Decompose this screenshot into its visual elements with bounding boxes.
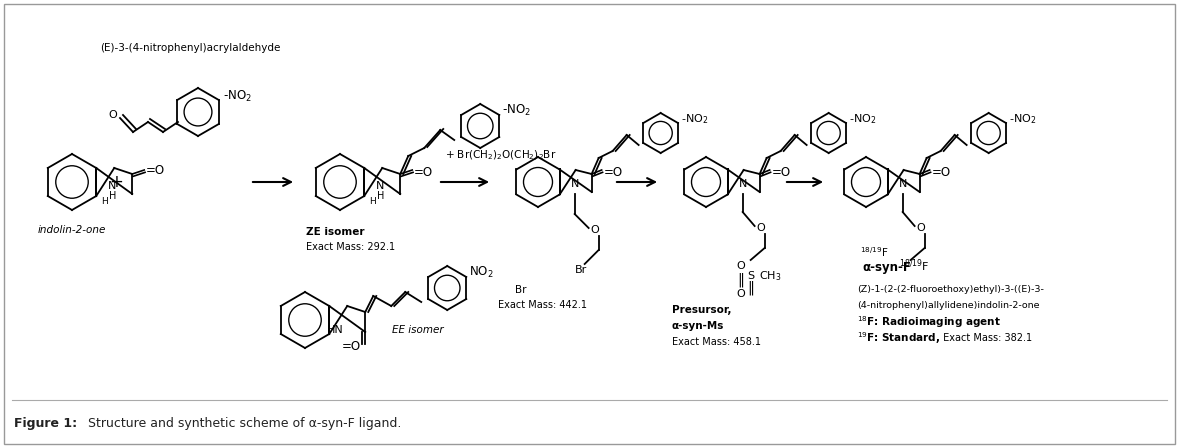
Text: =O: =O	[146, 164, 165, 177]
Text: (E)-3-(4-nitrophenyl)acrylaldehyde: (E)-3-(4-nitrophenyl)acrylaldehyde	[100, 43, 281, 53]
Text: -NO$_2$: -NO$_2$	[680, 112, 707, 126]
Text: =O: =O	[604, 165, 623, 178]
Text: -NO$_2$: -NO$_2$	[1009, 112, 1036, 126]
Text: H: H	[376, 191, 384, 201]
Text: CH$_3$: CH$_3$	[758, 269, 782, 283]
Text: N: N	[571, 179, 579, 189]
Text: ZE isomer: ZE isomer	[307, 227, 364, 237]
Text: N: N	[898, 179, 907, 189]
Text: N: N	[108, 181, 117, 191]
Text: O: O	[736, 289, 745, 299]
Text: Br: Br	[574, 265, 587, 275]
Text: O: O	[108, 110, 118, 120]
Text: (Z)-1-(2-(2-fluoroethoxy)ethyl)-3-((E)-3-: (Z)-1-(2-(2-fluoroethoxy)ethyl)-3-((E)-3…	[857, 285, 1043, 294]
Text: O: O	[736, 261, 745, 271]
Text: O: O	[591, 225, 599, 235]
Text: -NO$_2$: -NO$_2$	[849, 112, 876, 126]
Text: Presursor,: Presursor,	[672, 305, 731, 315]
Text: $^{18}$F: Radioimaging agent: $^{18}$F: Radioimaging agent	[857, 314, 1001, 330]
Text: indolin-2-one: indolin-2-one	[38, 225, 106, 235]
Text: N: N	[738, 179, 746, 189]
Text: S: S	[747, 271, 755, 281]
Text: Exact Mass: 458.1: Exact Mass: 458.1	[672, 337, 760, 347]
Text: +: +	[110, 173, 123, 191]
Text: O: O	[757, 223, 765, 233]
Text: =O: =O	[931, 165, 950, 178]
Text: -NO$_2$: -NO$_2$	[223, 88, 252, 103]
Text: =O: =O	[342, 340, 361, 353]
Text: H: H	[101, 198, 107, 207]
Text: =O: =O	[771, 165, 791, 178]
Text: EE isomer: EE isomer	[391, 325, 443, 335]
Text: Structure and synthetic scheme of α-syn-F ligand.: Structure and synthetic scheme of α-syn-…	[84, 418, 401, 431]
Text: (4-nitrophenyl)allylidene)indolin-2-one: (4-nitrophenyl)allylidene)indolin-2-one	[857, 301, 1040, 310]
Text: -NO$_2$: -NO$_2$	[502, 103, 531, 117]
Text: $^{19}$F: Standard,: $^{19}$F: Standard,	[857, 330, 940, 346]
Text: HN: HN	[327, 325, 343, 335]
Text: α-syn-Ms: α-syn-Ms	[672, 321, 724, 331]
Text: + Br(CH$_2$)$_2$O(CH$_2$)$_2$Br: + Br(CH$_2$)$_2$O(CH$_2$)$_2$Br	[444, 148, 556, 162]
Text: N: N	[376, 181, 384, 191]
Text: $^{18/19}$F: $^{18/19}$F	[898, 258, 929, 274]
Text: Figure 1:: Figure 1:	[14, 418, 77, 431]
Text: ‖: ‖	[747, 281, 755, 295]
Text: H: H	[108, 191, 116, 201]
Text: Br: Br	[515, 285, 527, 295]
Text: NO$_2$: NO$_2$	[469, 264, 494, 280]
Text: O: O	[916, 223, 926, 233]
Text: =O: =O	[414, 165, 434, 178]
Text: Exact Mass: 292.1: Exact Mass: 292.1	[307, 242, 395, 252]
Text: Exact Mass: 382.1: Exact Mass: 382.1	[940, 333, 1032, 343]
Text: ‖: ‖	[737, 273, 744, 287]
Text: H: H	[369, 198, 376, 207]
Text: α-syn-F: α-syn-F	[862, 262, 911, 275]
Text: Exact Mass: 442.1: Exact Mass: 442.1	[498, 300, 587, 310]
Text: $^{18/19}$F: $^{18/19}$F	[859, 245, 889, 259]
